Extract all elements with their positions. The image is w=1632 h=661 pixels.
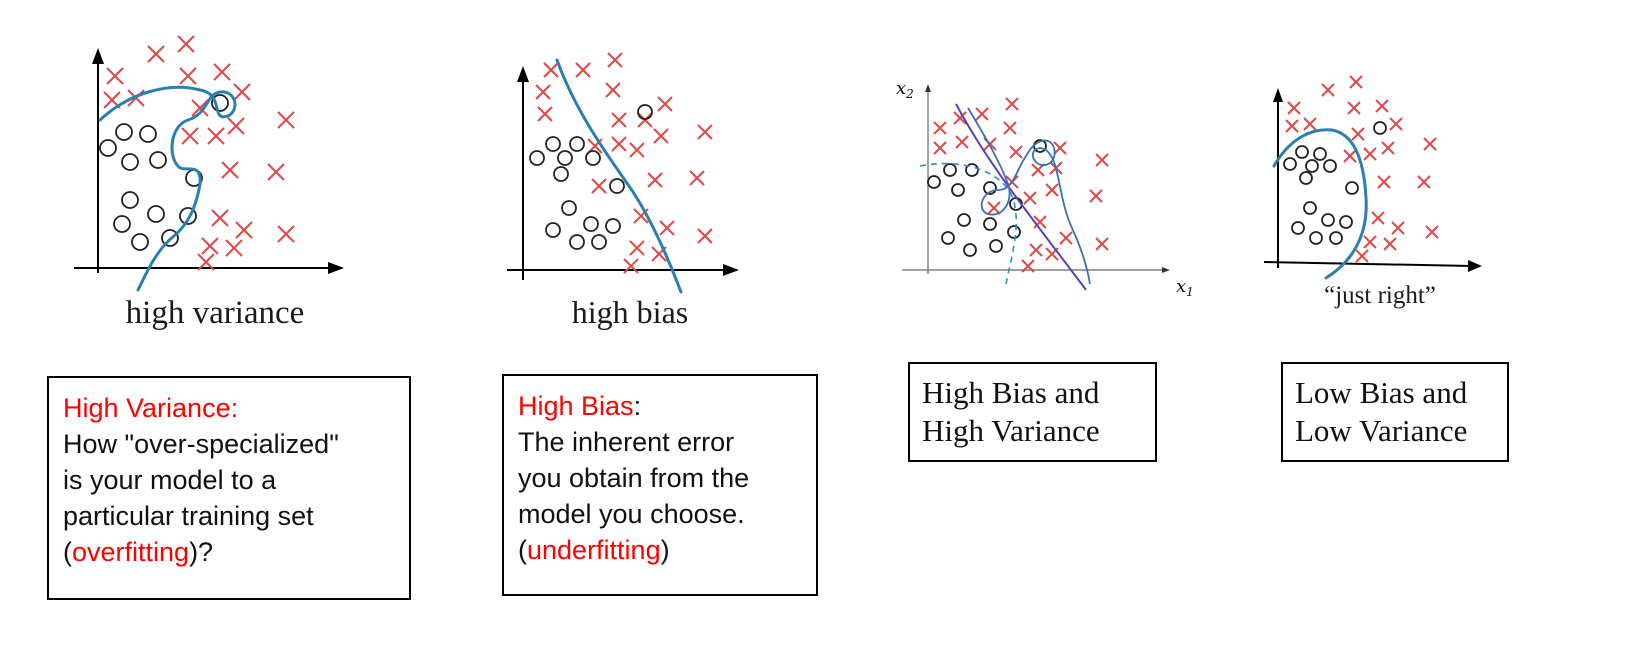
box-high-bias-high-variance: High Bias and High Variance bbox=[908, 362, 1157, 462]
crosses bbox=[103, 35, 295, 271]
axis-label-x1: x1 bbox=[1176, 276, 1194, 299]
decision-boundary bbox=[98, 85, 237, 292]
x-axis bbox=[1263, 261, 1473, 267]
y-axis-arrow bbox=[925, 84, 931, 92]
box-high-variance: High Variance: How "over-specialized" is… bbox=[47, 376, 411, 600]
plot-high-bias-high-variance: x2 x1 bbox=[896, 78, 1194, 299]
circles bbox=[529, 104, 653, 250]
box-high-variance-line4: (overfitting)? bbox=[63, 537, 214, 567]
caption-high-variance: high variance bbox=[125, 295, 305, 331]
box-high-variance-line3: particular training set bbox=[63, 501, 314, 531]
x-axis-arrow bbox=[723, 264, 739, 276]
box-high-bias: High Bias: The inherent error you obtain… bbox=[502, 374, 818, 596]
x-axis-arrow bbox=[1468, 260, 1482, 272]
box-both-line1: High Bias and bbox=[922, 375, 1100, 410]
overfitting-term: overfitting bbox=[72, 537, 190, 567]
box-high-bias-line4: (underfitting) bbox=[518, 535, 670, 565]
dashed-boundary bbox=[919, 162, 1018, 285]
caption-high-bias: high bias bbox=[571, 294, 689, 330]
box-both-line2: High Variance bbox=[922, 413, 1100, 448]
linear-boundary bbox=[955, 103, 1087, 291]
crosses bbox=[1285, 75, 1439, 263]
box-low-bias-low-variance: Low Bias and Low Variance bbox=[1281, 362, 1509, 462]
circles bbox=[99, 94, 229, 251]
plot-high-bias bbox=[507, 52, 739, 294]
y-axis-arrow bbox=[1273, 88, 1283, 102]
box-high-bias-line1: The inherent error bbox=[518, 427, 735, 457]
x-axis-arrow bbox=[1162, 267, 1170, 273]
box-high-bias-title: High Bias: bbox=[518, 391, 642, 421]
y-axis-arrow bbox=[92, 48, 104, 64]
underfitting-term: underfitting bbox=[527, 535, 661, 565]
box-high-variance-line1: How "over-specialized" bbox=[63, 429, 339, 459]
wiggly-boundary bbox=[967, 107, 1091, 285]
y-axis-arrow bbox=[517, 66, 529, 82]
box-high-variance-line2: is your model to a bbox=[63, 465, 277, 495]
box-low-line2: Low Variance bbox=[1295, 413, 1468, 448]
caption-just-right: “just right” bbox=[1324, 282, 1436, 309]
box-high-bias-line3: model you choose. bbox=[518, 499, 745, 529]
decision-boundary bbox=[555, 58, 683, 294]
box-high-bias-line2: you obtain from the bbox=[518, 463, 750, 493]
crosses bbox=[535, 52, 713, 274]
circles bbox=[1283, 121, 1387, 245]
decision-boundary bbox=[1272, 128, 1368, 280]
plot-high-variance bbox=[74, 35, 344, 292]
circles bbox=[927, 139, 1047, 257]
axis-label-x2: x2 bbox=[896, 78, 914, 101]
x-axis-arrow bbox=[328, 262, 344, 274]
box-high-variance-title: High Variance: bbox=[63, 393, 239, 423]
box-low-line1: Low Bias and bbox=[1295, 375, 1468, 410]
plot-just-right bbox=[1263, 75, 1482, 280]
